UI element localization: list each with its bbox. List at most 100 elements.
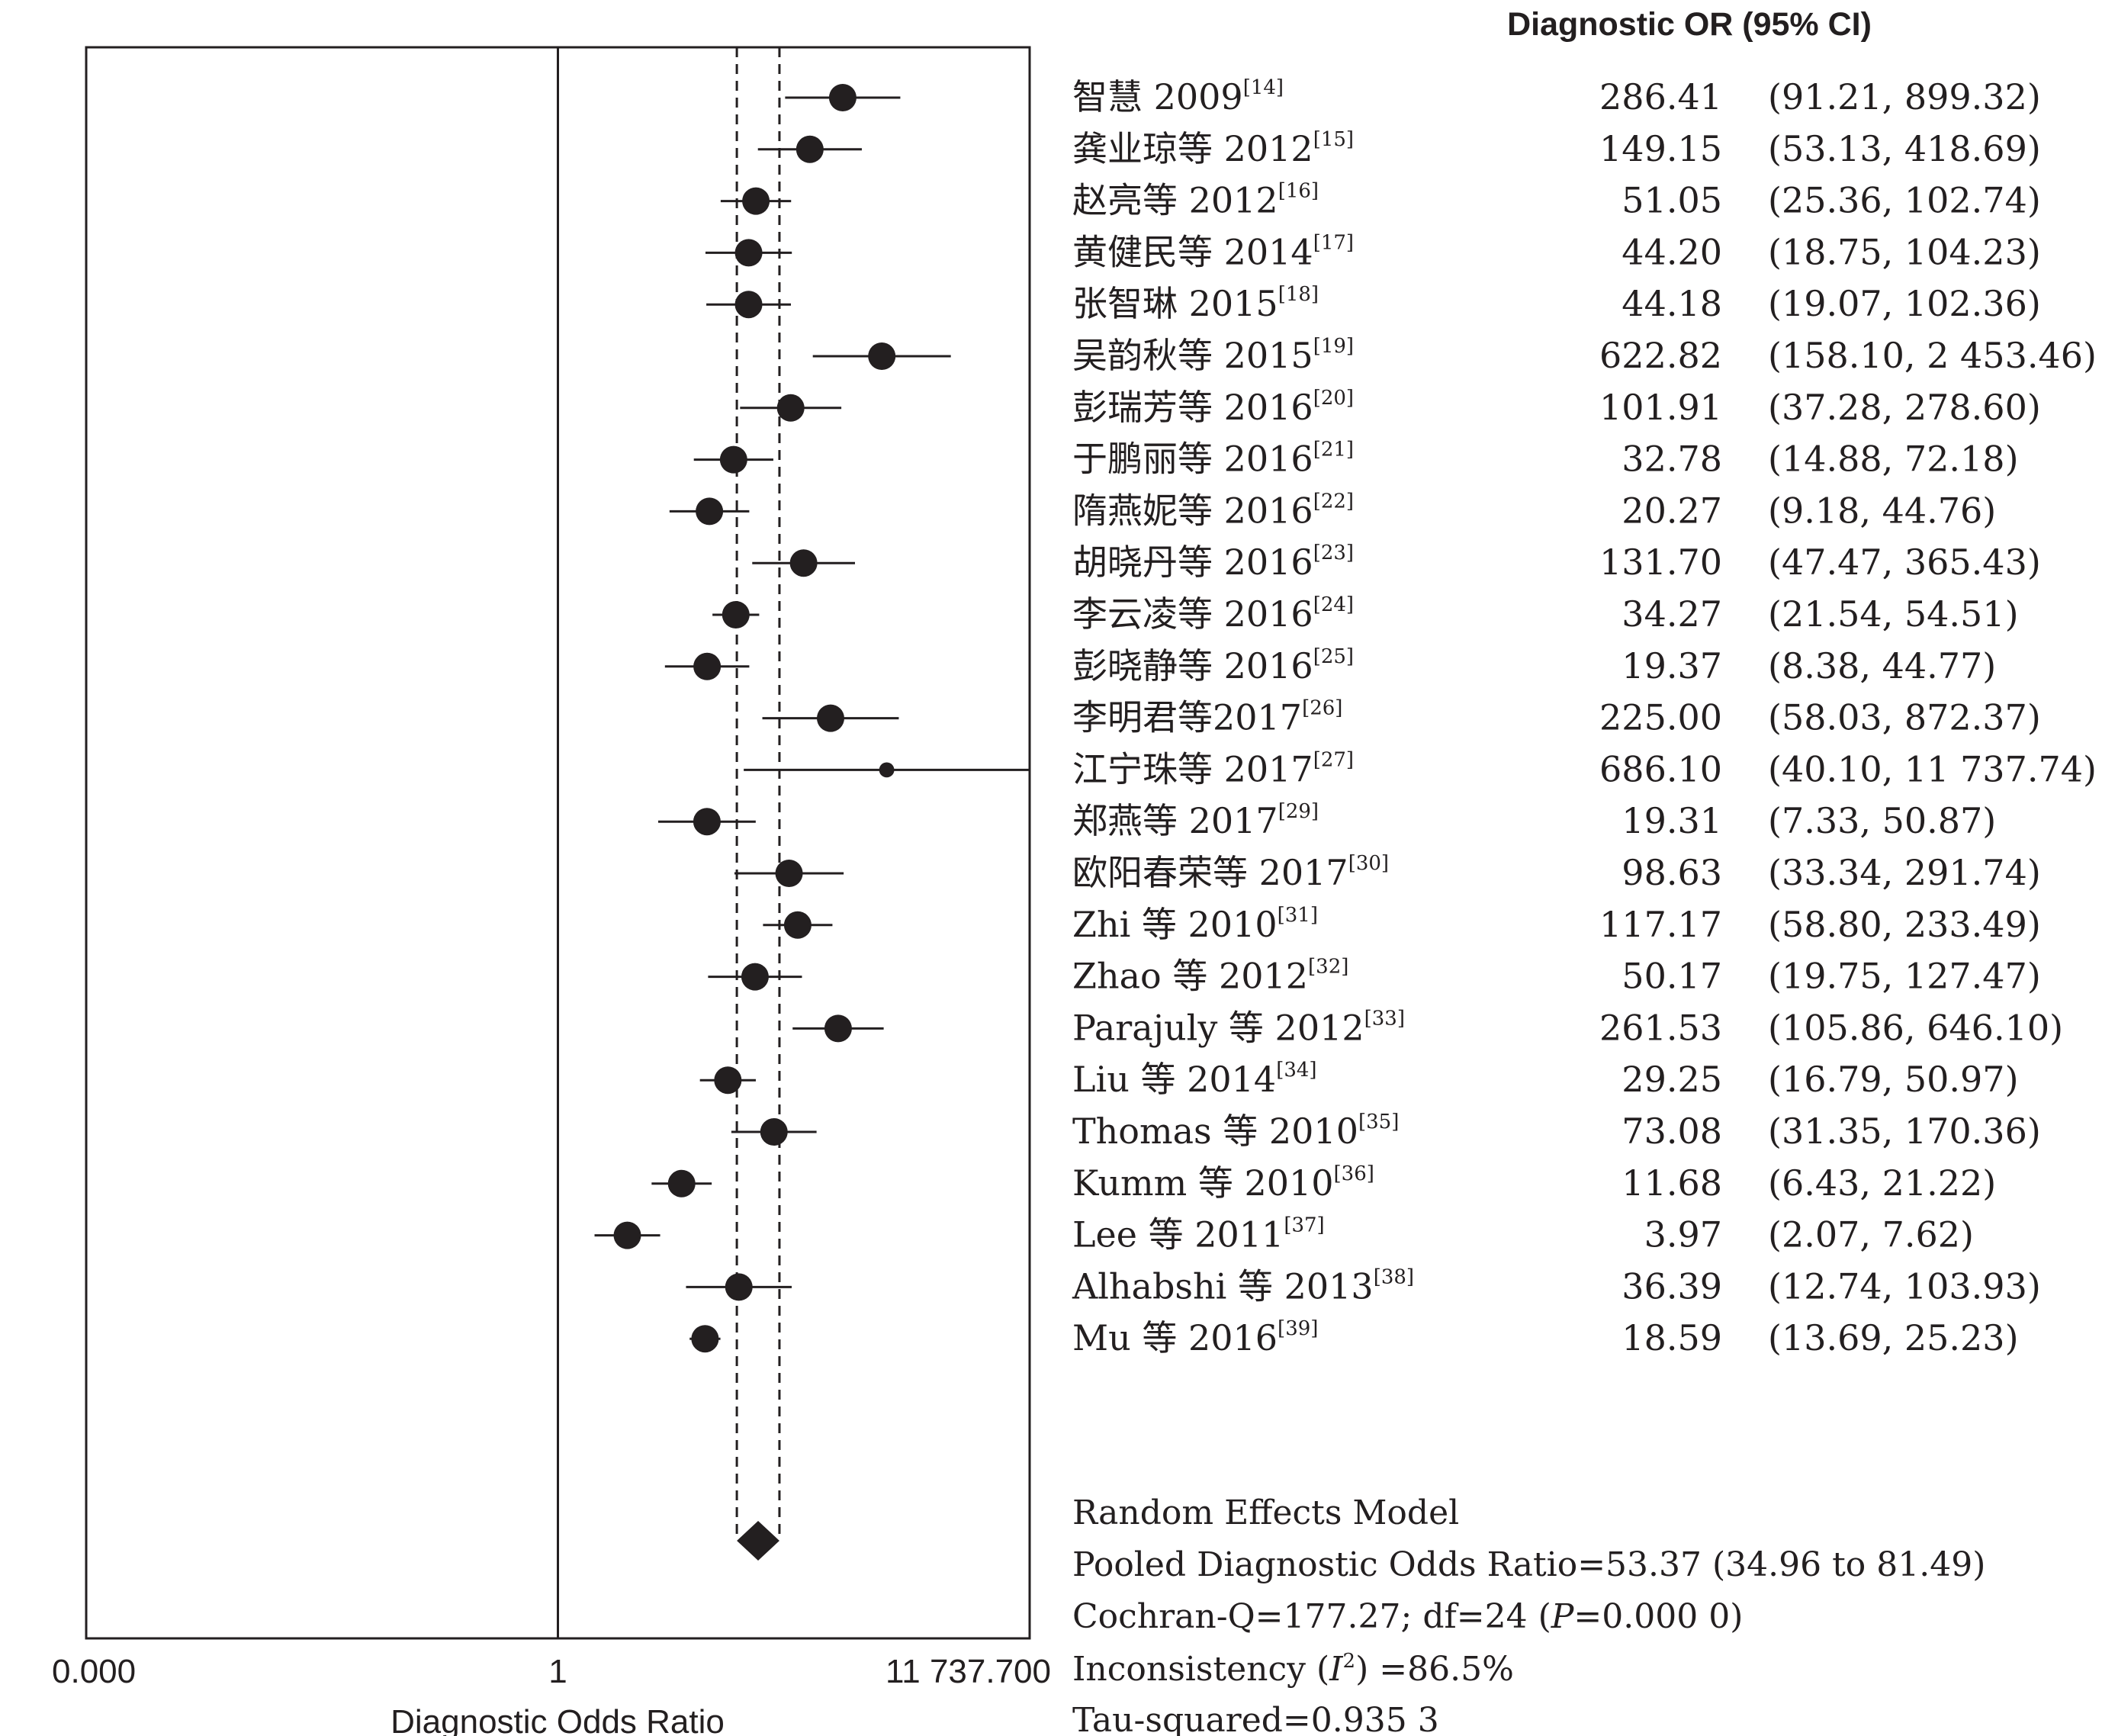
study-or-value: 261.53 bbox=[1599, 1007, 1722, 1048]
summary-inconsistency: Inconsistency (I2) =86.5% bbox=[1072, 1650, 1514, 1689]
column-header: Diagnostic OR (95% CI) bbox=[1507, 6, 1872, 43]
inconsistency-exponent: 2 bbox=[1343, 1650, 1356, 1673]
study-rows: 智慧 2009[14] 286.41 (91.21, 899.32) 龚业琼等 201… bbox=[1072, 76, 2097, 1358]
study-or-value: 286.41 bbox=[1599, 76, 1722, 117]
study-point bbox=[789, 549, 818, 577]
study-name: Lee 等 2011 bbox=[1072, 1214, 1284, 1255]
study-label: Zhao 等 2012[32] bbox=[1072, 956, 1348, 997]
study-name: Parajuly 等 2012 bbox=[1072, 1007, 1364, 1048]
study-ci-value: (14.88, 72.18) bbox=[1768, 439, 2019, 480]
study-ref: [39] bbox=[1278, 1317, 1318, 1340]
study-label: Mu 等 2016[39] bbox=[1072, 1317, 1318, 1358]
study-ci-value: (18.75, 104.23) bbox=[1768, 231, 2041, 272]
study-name: 李明君等2017 bbox=[1072, 697, 1302, 738]
study-label: 江宁珠等 2017[27] bbox=[1072, 748, 1354, 789]
study-ci-value: (33.34, 291.74) bbox=[1768, 852, 2041, 893]
study-label: Lee 等 2011[37] bbox=[1072, 1214, 1325, 1255]
study-name: 智慧 2009 bbox=[1072, 76, 1243, 117]
study-ref: [36] bbox=[1334, 1162, 1374, 1185]
cochran-suffix: =0.000 0) bbox=[1573, 1597, 1743, 1636]
study-label: 欧阳春荣等 2017[30] bbox=[1072, 852, 1389, 893]
study-or-value: 225.00 bbox=[1599, 697, 1722, 738]
study-label: 彭瑞芳等 2016[20] bbox=[1072, 387, 1354, 428]
study-point bbox=[868, 342, 896, 370]
study-point bbox=[667, 1169, 696, 1198]
study-ci-value: (158.10, 2 453.46) bbox=[1768, 335, 2097, 376]
study-name: 彭晓静等 2016 bbox=[1072, 645, 1313, 686]
study-label: 隋燕妮等 2016[22] bbox=[1072, 490, 1354, 531]
study-ref: [19] bbox=[1313, 335, 1354, 358]
study-ref: [33] bbox=[1364, 1007, 1405, 1030]
study-point bbox=[775, 860, 803, 887]
study-point bbox=[719, 445, 747, 474]
study-point bbox=[693, 808, 721, 836]
study-or-value: 50.17 bbox=[1621, 956, 1722, 997]
study-or-value: 34.27 bbox=[1621, 593, 1722, 635]
study-ci-value: (12.74, 103.93) bbox=[1768, 1265, 2041, 1307]
study-point bbox=[734, 239, 763, 267]
study-or-value: 622.82 bbox=[1599, 335, 1722, 376]
study-name: 郑燕等 2017 bbox=[1072, 800, 1278, 841]
study-or-value: 117.17 bbox=[1599, 904, 1722, 945]
study-name: Mu 等 2016 bbox=[1072, 1317, 1278, 1358]
study-name: 于鹏丽等 2016 bbox=[1072, 439, 1313, 480]
study-ci-value: (19.75, 127.47) bbox=[1768, 956, 2041, 997]
x-axis-ticks: 0.000 1 11 737.700 bbox=[52, 1653, 1051, 1690]
study-or-value: 51.05 bbox=[1621, 180, 1722, 221]
study-or-value: 101.91 bbox=[1599, 387, 1722, 428]
study-label: Zhi 等 2010[31] bbox=[1072, 904, 1318, 945]
study-point bbox=[783, 911, 812, 939]
study-label: 胡晓丹等 2016[23] bbox=[1072, 542, 1354, 583]
summary-tau-squared: Tau-squared=0.935 3 bbox=[1072, 1701, 1439, 1736]
cochran-p-symbol: P bbox=[1551, 1597, 1575, 1636]
study-label: Alhabshi 等 2013[38] bbox=[1072, 1265, 1414, 1307]
study-label: Thomas 等 2010[35] bbox=[1072, 1111, 1399, 1152]
study-name: 欧阳春荣等 2017 bbox=[1072, 852, 1348, 893]
study-ref: [21] bbox=[1313, 439, 1354, 461]
study-label: 李云凌等 2016[24] bbox=[1072, 593, 1354, 635]
study-ref: [18] bbox=[1278, 283, 1319, 306]
study-or-value: 19.37 bbox=[1621, 645, 1722, 686]
study-name: Liu 等 2014 bbox=[1072, 1059, 1276, 1100]
study-point bbox=[734, 291, 763, 319]
study-point bbox=[613, 1221, 641, 1249]
study-ci-value: (19.07, 102.36) bbox=[1768, 283, 2041, 324]
inconsistency-symbol: I bbox=[1329, 1650, 1344, 1689]
study-or-value: 98.63 bbox=[1621, 852, 1722, 893]
study-point bbox=[714, 1066, 742, 1095]
study-name: 张智琳 2015 bbox=[1072, 283, 1278, 324]
study-or-value: 11.68 bbox=[1621, 1162, 1722, 1204]
study-label: 李明君等2017[26] bbox=[1072, 697, 1342, 738]
study-or-value: 73.08 bbox=[1621, 1111, 1722, 1152]
study-point bbox=[725, 1273, 753, 1301]
study-or-value: 44.20 bbox=[1621, 231, 1722, 272]
study-label: 张智琳 2015[18] bbox=[1072, 283, 1319, 324]
study-ci-value: (40.10, 11 737.74) bbox=[1768, 748, 2097, 789]
study-name: Zhao 等 2012 bbox=[1072, 956, 1308, 997]
x-tick-label: 11 737.700 bbox=[885, 1653, 1051, 1690]
study-ref: [20] bbox=[1313, 387, 1354, 410]
study-or-value: 3.97 bbox=[1644, 1214, 1722, 1255]
study-or-value: 149.15 bbox=[1599, 128, 1722, 169]
study-point bbox=[816, 704, 844, 732]
study-ci-value: (37.28, 278.60) bbox=[1768, 387, 2041, 428]
study-ref: [23] bbox=[1313, 542, 1354, 564]
study-name: 吴韵秋等 2015 bbox=[1072, 335, 1313, 376]
study-ref: [38] bbox=[1374, 1265, 1414, 1288]
study-label: Kumm 等 2010[36] bbox=[1072, 1162, 1374, 1204]
study-ci-value: (58.03, 872.37) bbox=[1768, 697, 2041, 738]
study-ref: [35] bbox=[1358, 1111, 1399, 1133]
study-or-value: 18.59 bbox=[1621, 1317, 1722, 1358]
study-name: Alhabshi 等 2013 bbox=[1072, 1265, 1374, 1307]
study-ci-value: (13.69, 25.23) bbox=[1768, 1317, 2019, 1358]
study-point bbox=[691, 1325, 719, 1353]
study-ci-value: (58.80, 233.49) bbox=[1768, 904, 2041, 945]
pooled-estimate-diamond bbox=[737, 1521, 779, 1561]
study-name: 李云凌等 2016 bbox=[1072, 593, 1313, 635]
study-point bbox=[824, 1014, 852, 1043]
study-label: 彭晓静等 2016[25] bbox=[1072, 645, 1354, 686]
study-ref: [16] bbox=[1278, 180, 1319, 203]
study-label: 吴韵秋等 2015[19] bbox=[1072, 335, 1354, 376]
cochran-prefix: Cochran-Q=177.27; df=24 ( bbox=[1072, 1597, 1551, 1636]
study-ci-value: (53.13, 418.69) bbox=[1768, 128, 2041, 169]
